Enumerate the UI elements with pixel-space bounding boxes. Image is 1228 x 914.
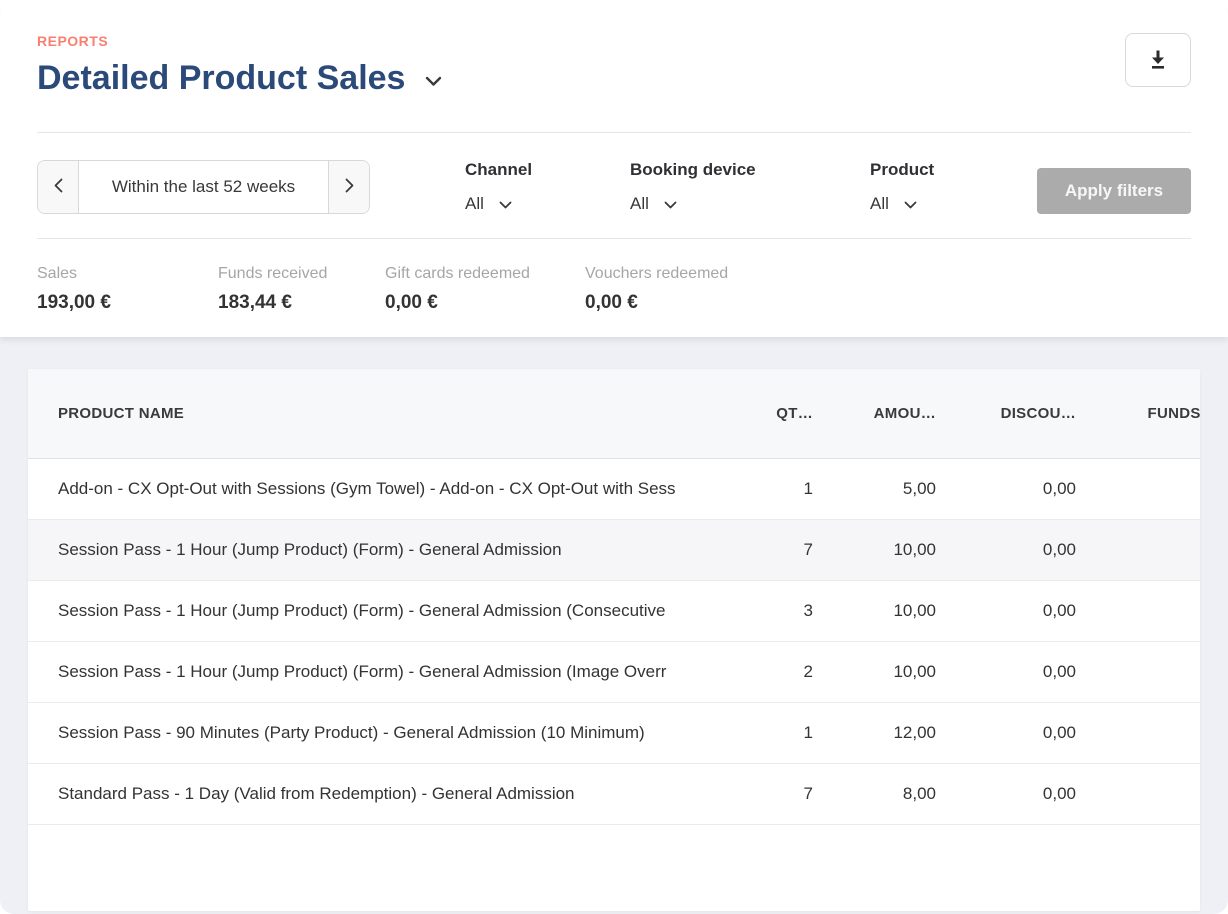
column-header-qty[interactable]: QT… (776, 405, 813, 422)
stat-label: Vouchers redeemed (585, 265, 729, 282)
channel-filter-value: All (465, 194, 484, 213)
report-header-panel: REPORTS Detailed Product Sales (0, 0, 1228, 337)
stat-funds-received: Funds received 183,44 € (218, 264, 385, 314)
chevron-down-icon (904, 193, 917, 214)
column-header-funds[interactable]: FUNDS… (1147, 405, 1200, 422)
amount-cell: 10,00 (893, 662, 936, 681)
qty-cell: 7 (803, 540, 813, 559)
stat-value: 0,00 € (385, 292, 438, 313)
summary-stats: Sales 193,00 € Funds received 183,44 € G… (37, 264, 1191, 314)
amount-cell: 8,00 (902, 784, 936, 803)
table-header-row: PRODUCT NAME QT… AMOU… DISCOU… FUNDS… (28, 369, 1200, 459)
date-range-selector: Within the last 52 weeks (37, 160, 370, 214)
booking-device-filter-label: Booking device (630, 160, 756, 179)
product-name-cell: Session Pass - 1 Hour (Jump Product) (Fo… (58, 601, 666, 620)
table-row[interactable]: Standard Pass - 1 Day (Valid from Redemp… (28, 764, 1200, 825)
product-name-cell: Session Pass - 90 Minutes (Party Product… (58, 723, 645, 742)
qty-cell: 7 (803, 784, 813, 803)
amount-cell: 12,00 (893, 723, 936, 742)
title-block: REPORTS Detailed Product Sales (37, 33, 442, 99)
download-button[interactable] (1125, 33, 1191, 87)
stat-label: Sales (37, 265, 78, 282)
qty-cell: 3 (803, 601, 813, 620)
download-icon (1147, 48, 1169, 73)
chevron-right-icon (345, 178, 354, 196)
channel-filter-label: Channel (465, 160, 533, 179)
stat-label: Gift cards redeemed (385, 265, 530, 282)
amount-cell: 10,00 (893, 601, 936, 620)
table-row[interactable]: Session Pass - 1 Hour (Jump Product) (Fo… (28, 520, 1200, 581)
discount-cell: 0,00 (1042, 479, 1076, 498)
qty-cell: 2 (803, 662, 813, 681)
divider (37, 132, 1191, 133)
product-name-cell: Standard Pass - 1 Day (Valid from Redemp… (58, 784, 575, 803)
divider (37, 238, 1191, 239)
stat-vouchers-redeemed: Vouchers redeemed 0,00 € (585, 264, 728, 314)
table-row[interactable]: Session Pass - 1 Hour (Jump Product) (Fo… (28, 581, 1200, 642)
date-range-value[interactable]: Within the last 52 weeks (111, 177, 296, 196)
booking-device-filter-value: All (630, 194, 649, 213)
report-switcher-chevron-down-icon[interactable] (425, 76, 442, 87)
date-prev-button[interactable] (38, 161, 79, 213)
page-title: Detailed Product Sales (37, 59, 406, 97)
table-row[interactable]: Session Pass - 90 Minutes (Party Product… (28, 703, 1200, 764)
stat-sales: Sales 193,00 € (37, 264, 218, 314)
stat-label: Funds received (218, 265, 328, 282)
stat-value: 0,00 € (585, 292, 638, 313)
product-filter-value: All (870, 194, 889, 213)
discount-cell: 0,00 (1042, 540, 1076, 559)
stat-value: 193,00 € (37, 292, 111, 313)
breadcrumb: REPORTS (37, 33, 109, 49)
qty-cell: 1 (803, 479, 813, 498)
discount-cell: 0,00 (1042, 784, 1076, 803)
amount-cell: 5,00 (902, 479, 936, 498)
apply-filters-button[interactable]: Apply filters (1037, 168, 1191, 214)
chevron-down-icon (664, 193, 677, 214)
booking-device-filter: Booking device All (630, 160, 870, 214)
product-name-cell: Add-on - CX Opt-Out with Sessions (Gym T… (58, 479, 676, 498)
stat-gift-cards-redeemed: Gift cards redeemed 0,00 € (385, 264, 585, 314)
qty-cell: 1 (803, 723, 813, 742)
product-sales-table: PRODUCT NAME QT… AMOU… DISCOU… FUNDS… Ad… (28, 369, 1200, 911)
column-header-amount[interactable]: AMOU… (873, 405, 936, 422)
product-name-cell: Session Pass - 1 Hour (Jump Product) (Fo… (58, 662, 667, 681)
amount-cell: 10,00 (893, 540, 936, 559)
product-name-cell: Session Pass - 1 Hour (Jump Product) (Fo… (58, 540, 562, 559)
table-row[interactable]: Session Pass - 1 Hour (Jump Product) (Fo… (28, 642, 1200, 703)
product-filter-dropdown[interactable]: All (870, 193, 990, 214)
column-header-discount[interactable]: DISCOU… (1000, 405, 1076, 422)
product-filter-label: Product (870, 160, 935, 179)
filter-bar: Within the last 52 weeks Channel All B (37, 160, 1191, 214)
discount-cell: 0,00 (1042, 601, 1076, 620)
discount-cell: 0,00 (1042, 723, 1076, 742)
booking-device-filter-dropdown[interactable]: All (630, 193, 870, 214)
product-filter: Product All (870, 160, 990, 214)
channel-filter: Channel All (465, 160, 630, 214)
discount-cell: 0,00 (1042, 662, 1076, 681)
channel-filter-dropdown[interactable]: All (465, 193, 630, 214)
date-next-button[interactable] (328, 161, 369, 213)
table-row[interactable]: Add-on - CX Opt-Out with Sessions (Gym T… (28, 459, 1200, 520)
stat-value: 183,44 € (218, 292, 292, 313)
column-header-product-name[interactable]: PRODUCT NAME (58, 405, 185, 422)
chevron-left-icon (54, 178, 63, 196)
chevron-down-icon (499, 193, 512, 214)
